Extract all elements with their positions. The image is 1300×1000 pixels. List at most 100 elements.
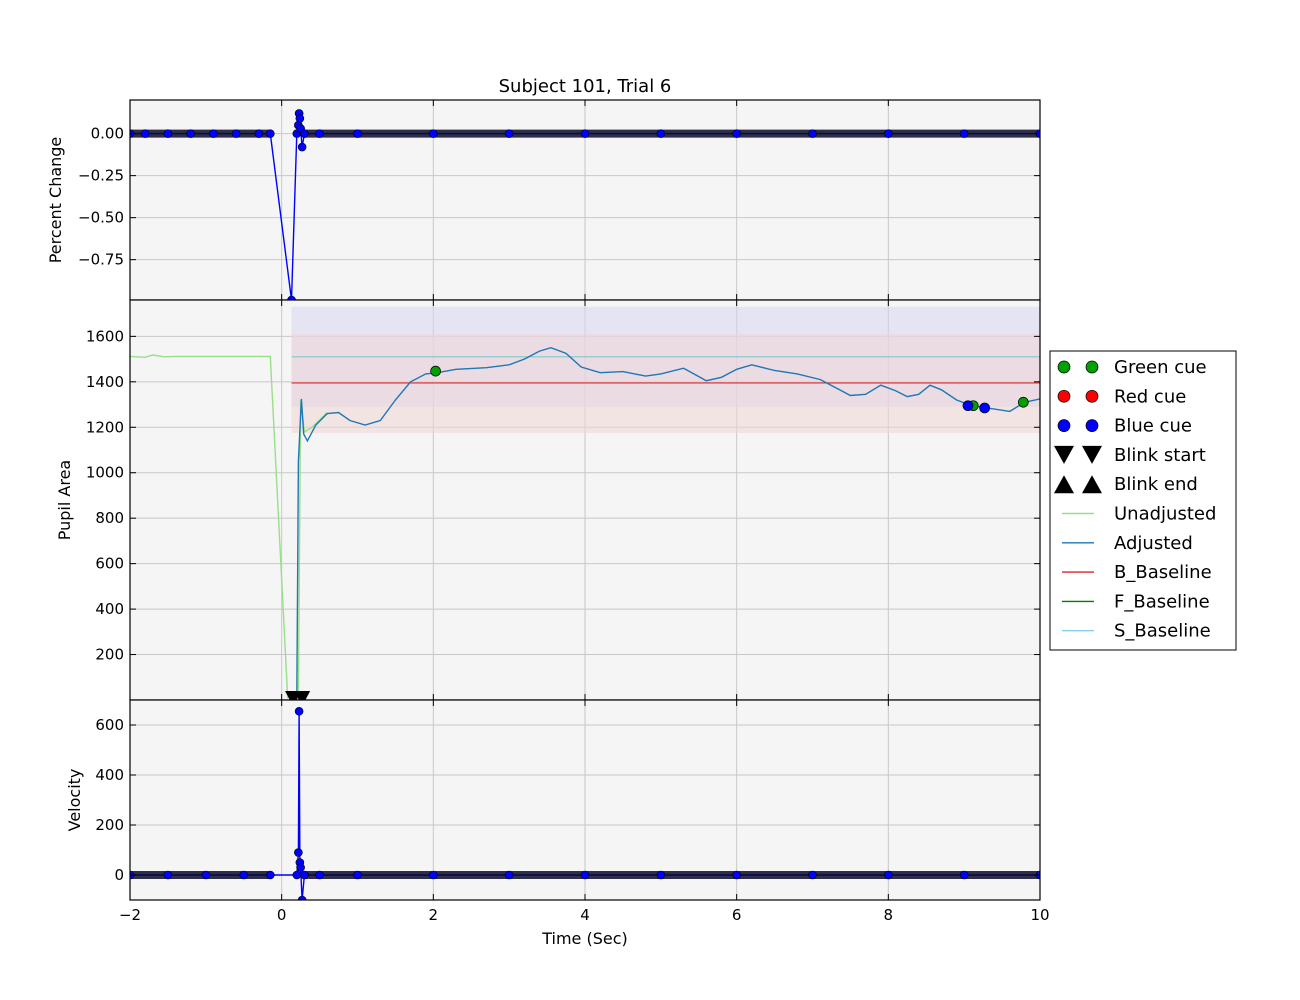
data-point <box>265 129 275 138</box>
data-point <box>353 129 362 138</box>
data-point <box>353 870 362 880</box>
x-axis-label: Time (Sec) <box>541 929 628 948</box>
y-tick-label: 400 <box>95 600 124 618</box>
legend-label: B_Baseline <box>1114 562 1212 583</box>
data-point <box>265 870 275 880</box>
y-tick-label: 600 <box>95 555 124 573</box>
data-point <box>315 129 324 138</box>
series-line-adjusted <box>296 346 1040 700</box>
x-tick-label: 10 <box>1030 906 1049 924</box>
panel-velocity: 0 200 400 600 −2 0 2 4 6 8 10 Velocity <box>65 699 1050 924</box>
data-point <box>292 870 302 880</box>
data-point <box>504 129 514 138</box>
dense-marker-band <box>130 129 271 138</box>
legend-entry: S_Baseline <box>1062 621 1211 642</box>
legend-label: Unadjusted <box>1114 504 1216 525</box>
x-tick-label: 0 <box>277 906 287 924</box>
y-tick-label: −0.75 <box>78 251 124 269</box>
y-tick-label: −0.25 <box>78 167 124 185</box>
green-cue-marker <box>430 365 441 377</box>
green-cue-marker <box>1017 396 1029 408</box>
y-tick-label: 1000 <box>86 464 124 482</box>
data-point <box>808 129 817 138</box>
data-point <box>297 895 307 900</box>
y-tick-label: 800 <box>95 509 124 527</box>
y-tick-label: 1400 <box>86 373 124 391</box>
y-axis-label: Velocity <box>65 769 84 832</box>
legend-entry: Red cue <box>1057 386 1186 407</box>
data-point <box>504 870 514 880</box>
legend-marker <box>1057 389 1071 403</box>
data-point <box>296 863 305 872</box>
legend-marker <box>1057 360 1071 374</box>
data-layer <box>130 306 1040 700</box>
panel-percent-change: 0.00 −0.25 −0.50 −0.75 Percent Change <box>46 99 1041 301</box>
y-tick-label: 400 <box>95 766 124 784</box>
data-point <box>295 114 305 123</box>
data-point <box>732 129 741 138</box>
legend-marker <box>1054 475 1074 494</box>
data-point <box>294 706 304 716</box>
y-axis-label: Percent Change <box>46 137 65 264</box>
legend-label: Blink start <box>1114 445 1206 466</box>
blue-cue-marker <box>962 400 974 412</box>
data-point <box>186 129 195 138</box>
dense-marker-band <box>304 129 1040 138</box>
data-layer <box>130 109 1040 300</box>
data-point <box>254 129 264 138</box>
legend-label: Red cue <box>1114 386 1186 407</box>
y-tick-label: 200 <box>95 646 124 664</box>
x-tick-label: 2 <box>429 906 439 924</box>
data-point <box>297 142 307 152</box>
legend-marker <box>1054 445 1074 464</box>
y-axis-label: Pupil Area <box>55 460 74 540</box>
blue-cue-marker <box>979 402 990 414</box>
x-tick-label: 6 <box>732 906 742 924</box>
data-point <box>656 870 666 880</box>
legend-label: F_Baseline <box>1114 591 1210 612</box>
data-point <box>429 870 438 880</box>
x-tick-label: −2 <box>119 906 141 924</box>
legend-label: Blink end <box>1114 474 1198 495</box>
legend-marker <box>1085 419 1099 432</box>
legend-entry: Unadjusted <box>1062 504 1216 525</box>
data-point <box>808 870 817 880</box>
data-point <box>656 129 666 138</box>
legend-marker <box>1057 419 1071 432</box>
legend-entry: Green cue <box>1057 357 1207 378</box>
legend-entry: Blink end <box>1054 474 1198 495</box>
y-tick-label: −0.50 <box>78 209 124 227</box>
y-tick-label: 1600 <box>86 327 124 345</box>
data-point <box>732 870 741 880</box>
legend-marker <box>1082 475 1102 494</box>
legend-box <box>1049 350 1237 651</box>
panel-pupil-area: 200 400 600 800 1000 1200 1400 1600 Pupil Area <box>55 299 1041 706</box>
data-point <box>300 870 309 880</box>
dense-marker-band <box>130 871 271 879</box>
chart-title: Subject 101, Trial 6 <box>499 76 672 97</box>
legend: Green cue Red cue Blue cue Blink start Blink… <box>1049 350 1237 651</box>
data-point <box>884 870 893 880</box>
y-tick-label: 0 <box>114 866 124 884</box>
legend-label: S_Baseline <box>1114 621 1211 642</box>
data-point <box>959 870 969 880</box>
legend-entry: Blink start <box>1054 445 1206 466</box>
y-tick-label: 600 <box>95 716 124 734</box>
legend-entry: F_Baseline <box>1062 591 1210 612</box>
x-tick-label: 4 <box>580 906 590 924</box>
data-layer <box>130 706 1040 900</box>
data-point <box>429 129 438 138</box>
legend-marker <box>1082 445 1102 464</box>
data-point <box>239 870 249 880</box>
dense-marker-band <box>304 871 1040 879</box>
data-point <box>287 295 296 300</box>
data-point <box>959 129 969 138</box>
legend-marker <box>1085 389 1099 403</box>
data-point <box>231 129 241 138</box>
data-point <box>140 129 150 138</box>
data-point <box>580 129 590 138</box>
y-tick-label: 200 <box>95 816 124 834</box>
legend-label: Blue cue <box>1114 416 1192 437</box>
